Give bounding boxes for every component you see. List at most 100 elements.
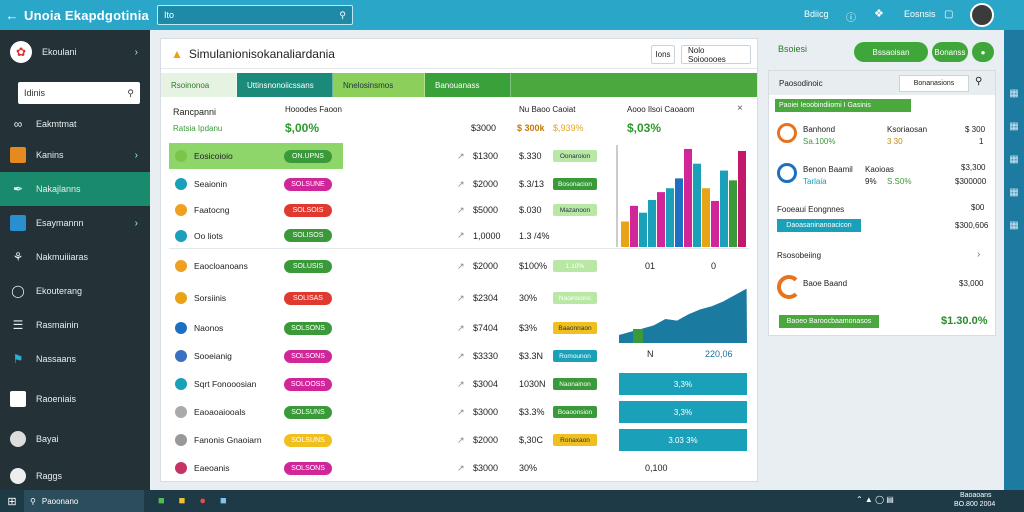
toolbar-icon-4[interactable]: ▦ bbox=[1009, 187, 1019, 198]
status-pill[interactable]: SOLSOIS bbox=[284, 203, 332, 217]
tab-3[interactable]: Nnelosinsmos bbox=[333, 73, 425, 97]
row-value-2: $3% bbox=[519, 323, 538, 333]
row-tag[interactable]: Oonaroion bbox=[553, 150, 597, 162]
status-pill[interactable]: SOLSUNS bbox=[284, 433, 332, 447]
row-tag[interactable]: 1.10% bbox=[553, 260, 597, 272]
folder-icon[interactable]: ■ bbox=[178, 495, 186, 507]
table-row[interactable]: Oo liots SOLISOS ↗ 1,0000 1.3 /4% bbox=[169, 223, 749, 249]
summary-sub: Ratsia Ipdanu bbox=[173, 124, 223, 133]
status-pill[interactable]: SOLUSIS bbox=[284, 259, 332, 273]
topbar-item-2[interactable]: Eosnsis bbox=[904, 9, 936, 19]
bookmark-icon[interactable]: ❖ bbox=[874, 8, 884, 20]
sidebar-item-5[interactable]: ◯ Ekouterang bbox=[0, 274, 150, 308]
row-icon bbox=[175, 204, 187, 216]
app-icon-2[interactable]: ■ bbox=[219, 495, 227, 507]
status-pill[interactable]: SOLISOS bbox=[284, 229, 332, 242]
tab-1[interactable]: Rsoinonoa bbox=[161, 73, 237, 97]
r3-tag[interactable]: Daoasaninanoacicon bbox=[777, 219, 861, 232]
sidebar-item-6[interactable]: ☰ Rasmainin bbox=[0, 308, 150, 342]
table-row[interactable]: Sooeianig SOLSONS ↗ $3330 $3.3N Romounon bbox=[169, 343, 749, 369]
sidebar-search-input[interactable]: Idinis ⚲ bbox=[18, 82, 140, 104]
sidebar-item-0[interactable]: ∞ Eakmtmat bbox=[0, 110, 150, 138]
sidebar-item-10[interactable]: Raggs bbox=[0, 456, 150, 496]
row-tag[interactable]: Mazanoon bbox=[553, 204, 597, 216]
tab-4[interactable]: Banouanass bbox=[425, 73, 511, 97]
sidebar-item-3[interactable]: Esaymannn › bbox=[0, 206, 150, 240]
blue-row-1[interactable]: 3,3% bbox=[619, 373, 747, 395]
bar bbox=[711, 200, 719, 247]
table-row[interactable]: Seaionin SOLSUNE ↗ $2000 $.3/13 Bosonacion bbox=[169, 171, 749, 197]
bar bbox=[657, 192, 665, 247]
sidebar-item-9[interactable]: Bayai bbox=[0, 422, 150, 456]
r6-tag[interactable]: Baoeo Baroocbaamonasos bbox=[779, 315, 879, 328]
sidebar-item-1[interactable]: Kanins › bbox=[0, 138, 150, 172]
status-pill[interactable]: SOLISAS bbox=[284, 291, 332, 305]
search-input[interactable]: Ito ⚲ bbox=[156, 5, 353, 25]
blue-row-3[interactable]: 3.03 3% bbox=[619, 429, 747, 451]
status-pill[interactable]: SOLOOSS bbox=[284, 377, 332, 391]
sidebar-item-2[interactable]: ✒ Nakajlanns bbox=[0, 172, 150, 206]
table-row[interactable]: Sqrt Fonooosian SOLOOSS ↗ $3004 1030N Naonain… bbox=[169, 371, 749, 397]
r1-sub: Sa.100% bbox=[803, 137, 836, 146]
status-pill[interactable]: SOLSUNE bbox=[284, 177, 332, 191]
status-pill[interactable]: ON.UPNS bbox=[284, 149, 332, 163]
table-row[interactable]: Eaocloanoans SOLUSIS ↗ $2000 $100% 1.10% bbox=[169, 253, 749, 279]
header-button-2[interactable]: Nolo Soiooooes bbox=[681, 45, 751, 64]
lock-icon[interactable]: ● bbox=[972, 42, 994, 62]
topbar-item-1[interactable]: Bdiicg bbox=[804, 9, 829, 19]
header-button-1[interactable]: Ions bbox=[651, 45, 675, 64]
row-tag[interactable]: Romounon bbox=[553, 350, 597, 362]
status-pill[interactable]: SOLSUNS bbox=[284, 405, 332, 419]
bar bbox=[738, 150, 746, 247]
row-tag[interactable]: Naonainon bbox=[553, 378, 597, 390]
search-icon[interactable]: ⚲ bbox=[975, 76, 983, 87]
row-icon bbox=[175, 462, 187, 474]
settings-icon[interactable]: ▢ bbox=[944, 9, 954, 20]
row-tag[interactable]: Naoinsionc bbox=[553, 292, 597, 304]
toolbar-icon-3[interactable]: ▦ bbox=[1009, 154, 1019, 165]
sidebar-item-8[interactable]: Raoeniais bbox=[0, 376, 150, 422]
table-row[interactable]: Naonos SOLSONS ↗ $7404 $3% Baaonnaon bbox=[169, 315, 749, 341]
info-icon[interactable]: ⓘ bbox=[846, 13, 856, 24]
right-top-button-2[interactable]: Bonanss bbox=[932, 42, 968, 62]
taskbar-search[interactable]: ⚲ Paoonano bbox=[24, 490, 144, 512]
table-row[interactable]: Faatocng SOLSOIS ↗ $5000 $.030 Mazanoon bbox=[169, 197, 749, 223]
row-value-1: $3000 bbox=[473, 407, 499, 417]
table-row[interactable]: Sorsiinis SOLISAS ↗ $2304 30% Naoinsionc bbox=[169, 285, 749, 311]
app-icon-1[interactable]: ■ bbox=[158, 495, 165, 507]
windows-start-icon[interactable]: ⊞ bbox=[7, 495, 17, 508]
shield-icon: ⚘ bbox=[12, 250, 24, 264]
status-pill[interactable]: SOLSONS bbox=[284, 321, 332, 335]
chevron-right-icon[interactable]: › bbox=[977, 249, 981, 260]
trend-icon: ↗ bbox=[457, 204, 465, 215]
toolbar-icon-1[interactable]: ▦ bbox=[1009, 88, 1019, 99]
table-row[interactable]: Fanonis Gnaoiarn SOLSUNS ↗ $2000 $,30C Ronaxa… bbox=[169, 427, 749, 453]
right-panel-header-button[interactable]: Bonanasions bbox=[899, 75, 969, 92]
back-arrow-icon[interactable]: ← bbox=[5, 7, 19, 23]
close-icon[interactable]: × bbox=[737, 103, 743, 114]
table-row[interactable]: Eaoaoaiooals SOLSUNS ↗ $3000 $3.3% Boaoonsion bbox=[169, 399, 749, 425]
flag-icon: ⚑ bbox=[12, 352, 24, 366]
sidebar-item-4[interactable]: ⚘ Nakmuiiiaras bbox=[0, 240, 150, 274]
row-tag[interactable]: Bosonacion bbox=[553, 178, 597, 190]
tray-icons[interactable]: ⌃ ▲ ◯ ▤ bbox=[856, 495, 894, 504]
search-icon[interactable]: ⚲ bbox=[339, 9, 346, 20]
table-row[interactable]: Eaeoanis SOLSONS ↗ $3000 30% bbox=[169, 455, 749, 481]
toolbar-icon-5[interactable]: ▦ bbox=[1009, 220, 1019, 231]
user-avatar[interactable] bbox=[970, 3, 994, 27]
tab-2[interactable]: Uttinsnonoiicssans bbox=[237, 73, 333, 97]
toolbar-icon-2[interactable]: ▦ bbox=[1009, 121, 1019, 132]
row-tag[interactable]: Baaonnaon bbox=[553, 322, 597, 334]
sidebar-item-7[interactable]: ⚑ Nassaans bbox=[0, 342, 150, 376]
r2-sub: Tarlaia bbox=[803, 177, 827, 186]
table-row[interactable]: Eosicoioio ON.UPNS ↗ $1300 $.330 Oonaroion bbox=[169, 143, 597, 169]
status-pill[interactable]: SOLSONS bbox=[284, 349, 332, 363]
sidebar-header[interactable]: ✿ Ekoulani › bbox=[0, 30, 150, 74]
blue-row-2[interactable]: 3,3% bbox=[619, 401, 747, 423]
browser-icon[interactable]: ● bbox=[199, 495, 206, 507]
row-tag[interactable]: Ronaxaon bbox=[553, 434, 597, 446]
search-icon[interactable]: ⚲ bbox=[127, 87, 134, 98]
row-tag[interactable]: Boaoonsion bbox=[553, 406, 597, 418]
status-pill[interactable]: SOLSONS bbox=[284, 461, 332, 475]
right-top-button-1[interactable]: Bssaoisan bbox=[854, 42, 928, 62]
